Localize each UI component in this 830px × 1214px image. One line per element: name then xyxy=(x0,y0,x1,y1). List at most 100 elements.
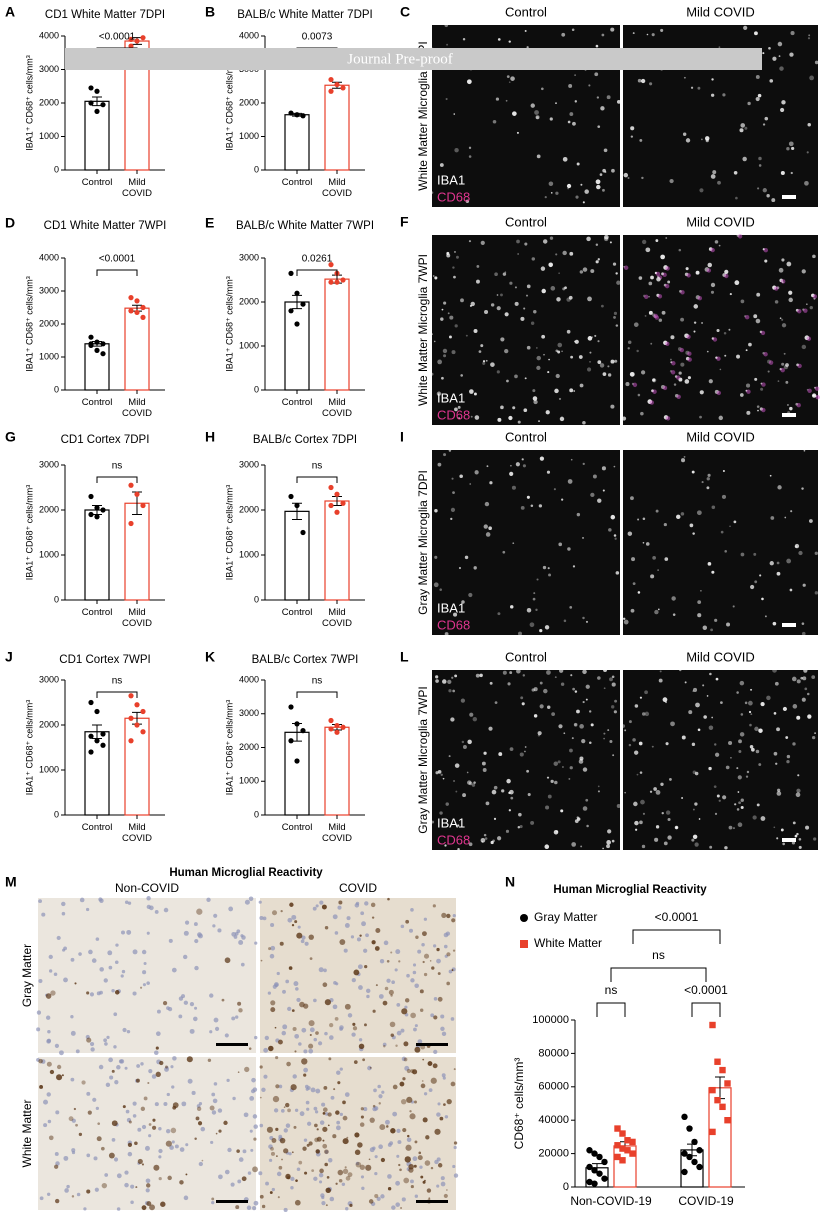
cd68-signal xyxy=(665,416,671,421)
stain-dot xyxy=(342,1138,349,1145)
panel-letter: L xyxy=(400,649,409,665)
cell xyxy=(507,682,511,686)
stain-dot xyxy=(261,1204,266,1209)
cd68-signal xyxy=(679,347,684,353)
cell xyxy=(785,380,789,384)
data-point xyxy=(288,738,294,744)
cell xyxy=(608,528,612,532)
cell xyxy=(795,792,801,798)
y-tick-label: 2000 xyxy=(239,504,259,514)
cell xyxy=(514,374,518,379)
cd68-signal xyxy=(662,385,668,391)
stain-dot xyxy=(269,1191,273,1194)
scale-bar xyxy=(782,623,796,627)
cell xyxy=(557,342,563,348)
nucleus xyxy=(378,994,384,999)
cell xyxy=(706,350,709,353)
y-axis-label: IBA1⁺ CD68⁺ cells/mm³ xyxy=(224,55,234,151)
cell xyxy=(801,631,806,636)
cell xyxy=(744,701,748,705)
cell xyxy=(576,512,581,517)
x-tick-label: Control xyxy=(281,397,313,408)
nucleus xyxy=(143,961,147,966)
nucleus xyxy=(428,1088,433,1093)
cell xyxy=(453,113,456,115)
stain-dot xyxy=(359,1122,365,1127)
cell xyxy=(740,393,744,397)
cd68-signal xyxy=(665,266,670,271)
data-point xyxy=(134,722,140,728)
cell xyxy=(641,176,644,180)
cell xyxy=(655,239,659,242)
cell xyxy=(749,745,754,749)
nucleus xyxy=(63,946,68,951)
cell xyxy=(451,676,454,679)
stain-dot xyxy=(355,1161,362,1168)
cell xyxy=(496,306,501,311)
stain-dot xyxy=(334,1016,339,1021)
nucleus xyxy=(332,1004,338,1010)
cell xyxy=(721,494,727,499)
cd68-signal xyxy=(763,352,768,357)
cd68-signal xyxy=(623,265,629,270)
nucleus xyxy=(198,1161,203,1167)
nucleus xyxy=(381,1090,385,1094)
cell xyxy=(758,728,763,733)
data-point xyxy=(94,88,100,94)
nucleus xyxy=(313,998,317,1003)
nucleus xyxy=(211,1092,216,1097)
cell xyxy=(664,557,669,561)
stain-dot xyxy=(400,1098,407,1105)
cell xyxy=(511,485,516,490)
nucleus xyxy=(379,959,385,964)
nucleus xyxy=(282,1024,288,1030)
cell xyxy=(596,184,601,190)
cell xyxy=(681,458,686,463)
nucleus xyxy=(193,1016,198,1022)
nucleus xyxy=(417,1039,423,1044)
cell xyxy=(536,578,539,581)
cd68-signal xyxy=(797,309,802,314)
nucleus xyxy=(46,1039,51,1044)
cell xyxy=(443,301,447,305)
cell xyxy=(786,754,791,759)
cell xyxy=(658,318,663,322)
stain-dot xyxy=(162,1001,168,1006)
data-point xyxy=(696,1147,703,1154)
stain-dot xyxy=(279,941,284,946)
cell xyxy=(781,281,784,283)
cell xyxy=(603,148,608,153)
nucleus xyxy=(444,954,448,958)
stain-dot xyxy=(446,1189,448,1191)
cell xyxy=(522,674,526,677)
cell xyxy=(520,696,524,700)
cell xyxy=(527,792,531,797)
cell xyxy=(710,282,716,288)
cell xyxy=(547,794,552,799)
cell xyxy=(594,334,597,337)
micrograph xyxy=(623,450,818,635)
y-axis-label: CD68⁺ cells/mm³ xyxy=(512,1058,526,1150)
cell xyxy=(545,410,550,415)
y-tick-label: 1000 xyxy=(39,351,59,361)
cell xyxy=(615,324,619,327)
cell xyxy=(773,712,777,715)
stain-dot xyxy=(149,1204,155,1211)
cell xyxy=(572,565,576,568)
cell xyxy=(468,240,472,243)
cell xyxy=(739,680,745,686)
stain-dot xyxy=(283,1106,286,1108)
nucleus xyxy=(319,900,324,905)
stain-dot xyxy=(111,1069,115,1073)
cell xyxy=(684,681,687,684)
cell xyxy=(543,688,548,694)
cell xyxy=(464,555,469,560)
cell xyxy=(489,481,493,485)
stain-dot xyxy=(275,1127,279,1131)
nucleus xyxy=(394,968,398,972)
nucleus xyxy=(213,1082,218,1086)
cell xyxy=(630,126,635,131)
nucleus xyxy=(103,1038,108,1043)
x-tick-label: COVID-19 xyxy=(678,1194,734,1208)
stain-dot xyxy=(141,1205,147,1211)
